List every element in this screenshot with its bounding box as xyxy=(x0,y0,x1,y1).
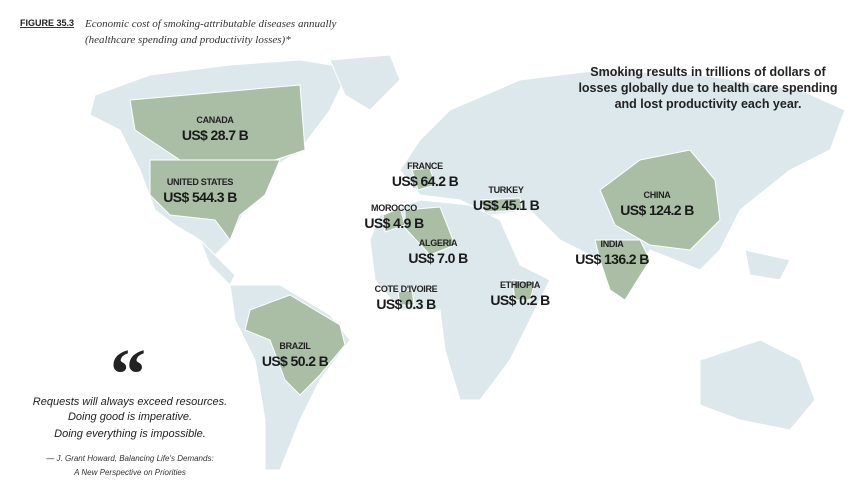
quote-line: Doing everything is impossible. xyxy=(54,428,206,440)
quote-attribution: A New Perspective on Priorities xyxy=(73,468,186,477)
callout: losses globally due to health care spend… xyxy=(578,81,837,95)
figure-label: FIGURE 35.3 xyxy=(20,18,74,28)
country-name: INDIA xyxy=(601,239,625,249)
country-cost: US$ 124.2 B xyxy=(620,202,694,218)
quote-attribution: — J. Grant Howard, Balancing Life's Dema… xyxy=(45,454,213,463)
country-name: ALGERIA xyxy=(419,238,458,248)
country-cost: US$ 28.7 B xyxy=(182,127,249,143)
country-cost: US$ 0.3 B xyxy=(376,296,436,312)
callout: Smoking results in trillions of dollars … xyxy=(590,65,826,79)
country-cost: US$ 136.2 B xyxy=(575,251,649,267)
country-name: TURKEY xyxy=(488,185,523,195)
country-cost: US$ 45.1 B xyxy=(473,197,540,213)
quote-line: Doing good is imperative. xyxy=(68,411,192,423)
country-name: FRANCE xyxy=(407,161,443,171)
country-name: UNITED STATES xyxy=(167,177,234,187)
country-cost: US$ 544.3 B xyxy=(163,189,237,205)
country-cost: US$ 64.2 B xyxy=(392,173,459,189)
highlighted-countries xyxy=(129,84,721,396)
country-name: CHINA xyxy=(644,190,672,200)
callout: and lost productivity each year. xyxy=(615,97,802,111)
country-cost: US$ 50.2 B xyxy=(262,353,329,369)
country-name: ETHIOPIA xyxy=(500,280,541,290)
country-cost: US$ 4.9 B xyxy=(364,215,424,231)
quote-mark: “ xyxy=(110,334,146,414)
country-name: BRAZIL xyxy=(279,341,311,351)
country-cost: US$ 7.0 B xyxy=(408,250,468,266)
country-name: COTE D'IVOIRE xyxy=(375,284,438,294)
caption: (healthcare spending and productivity lo… xyxy=(85,34,291,46)
country-name: CANADA xyxy=(196,115,234,125)
country-cost: US$ 0.2 B xyxy=(490,292,550,308)
caption: Economic cost of smoking-attributable di… xyxy=(84,18,337,30)
country-name: MOROCCO xyxy=(371,203,417,213)
quote-line: Requests will always exceed resources. xyxy=(33,396,227,408)
